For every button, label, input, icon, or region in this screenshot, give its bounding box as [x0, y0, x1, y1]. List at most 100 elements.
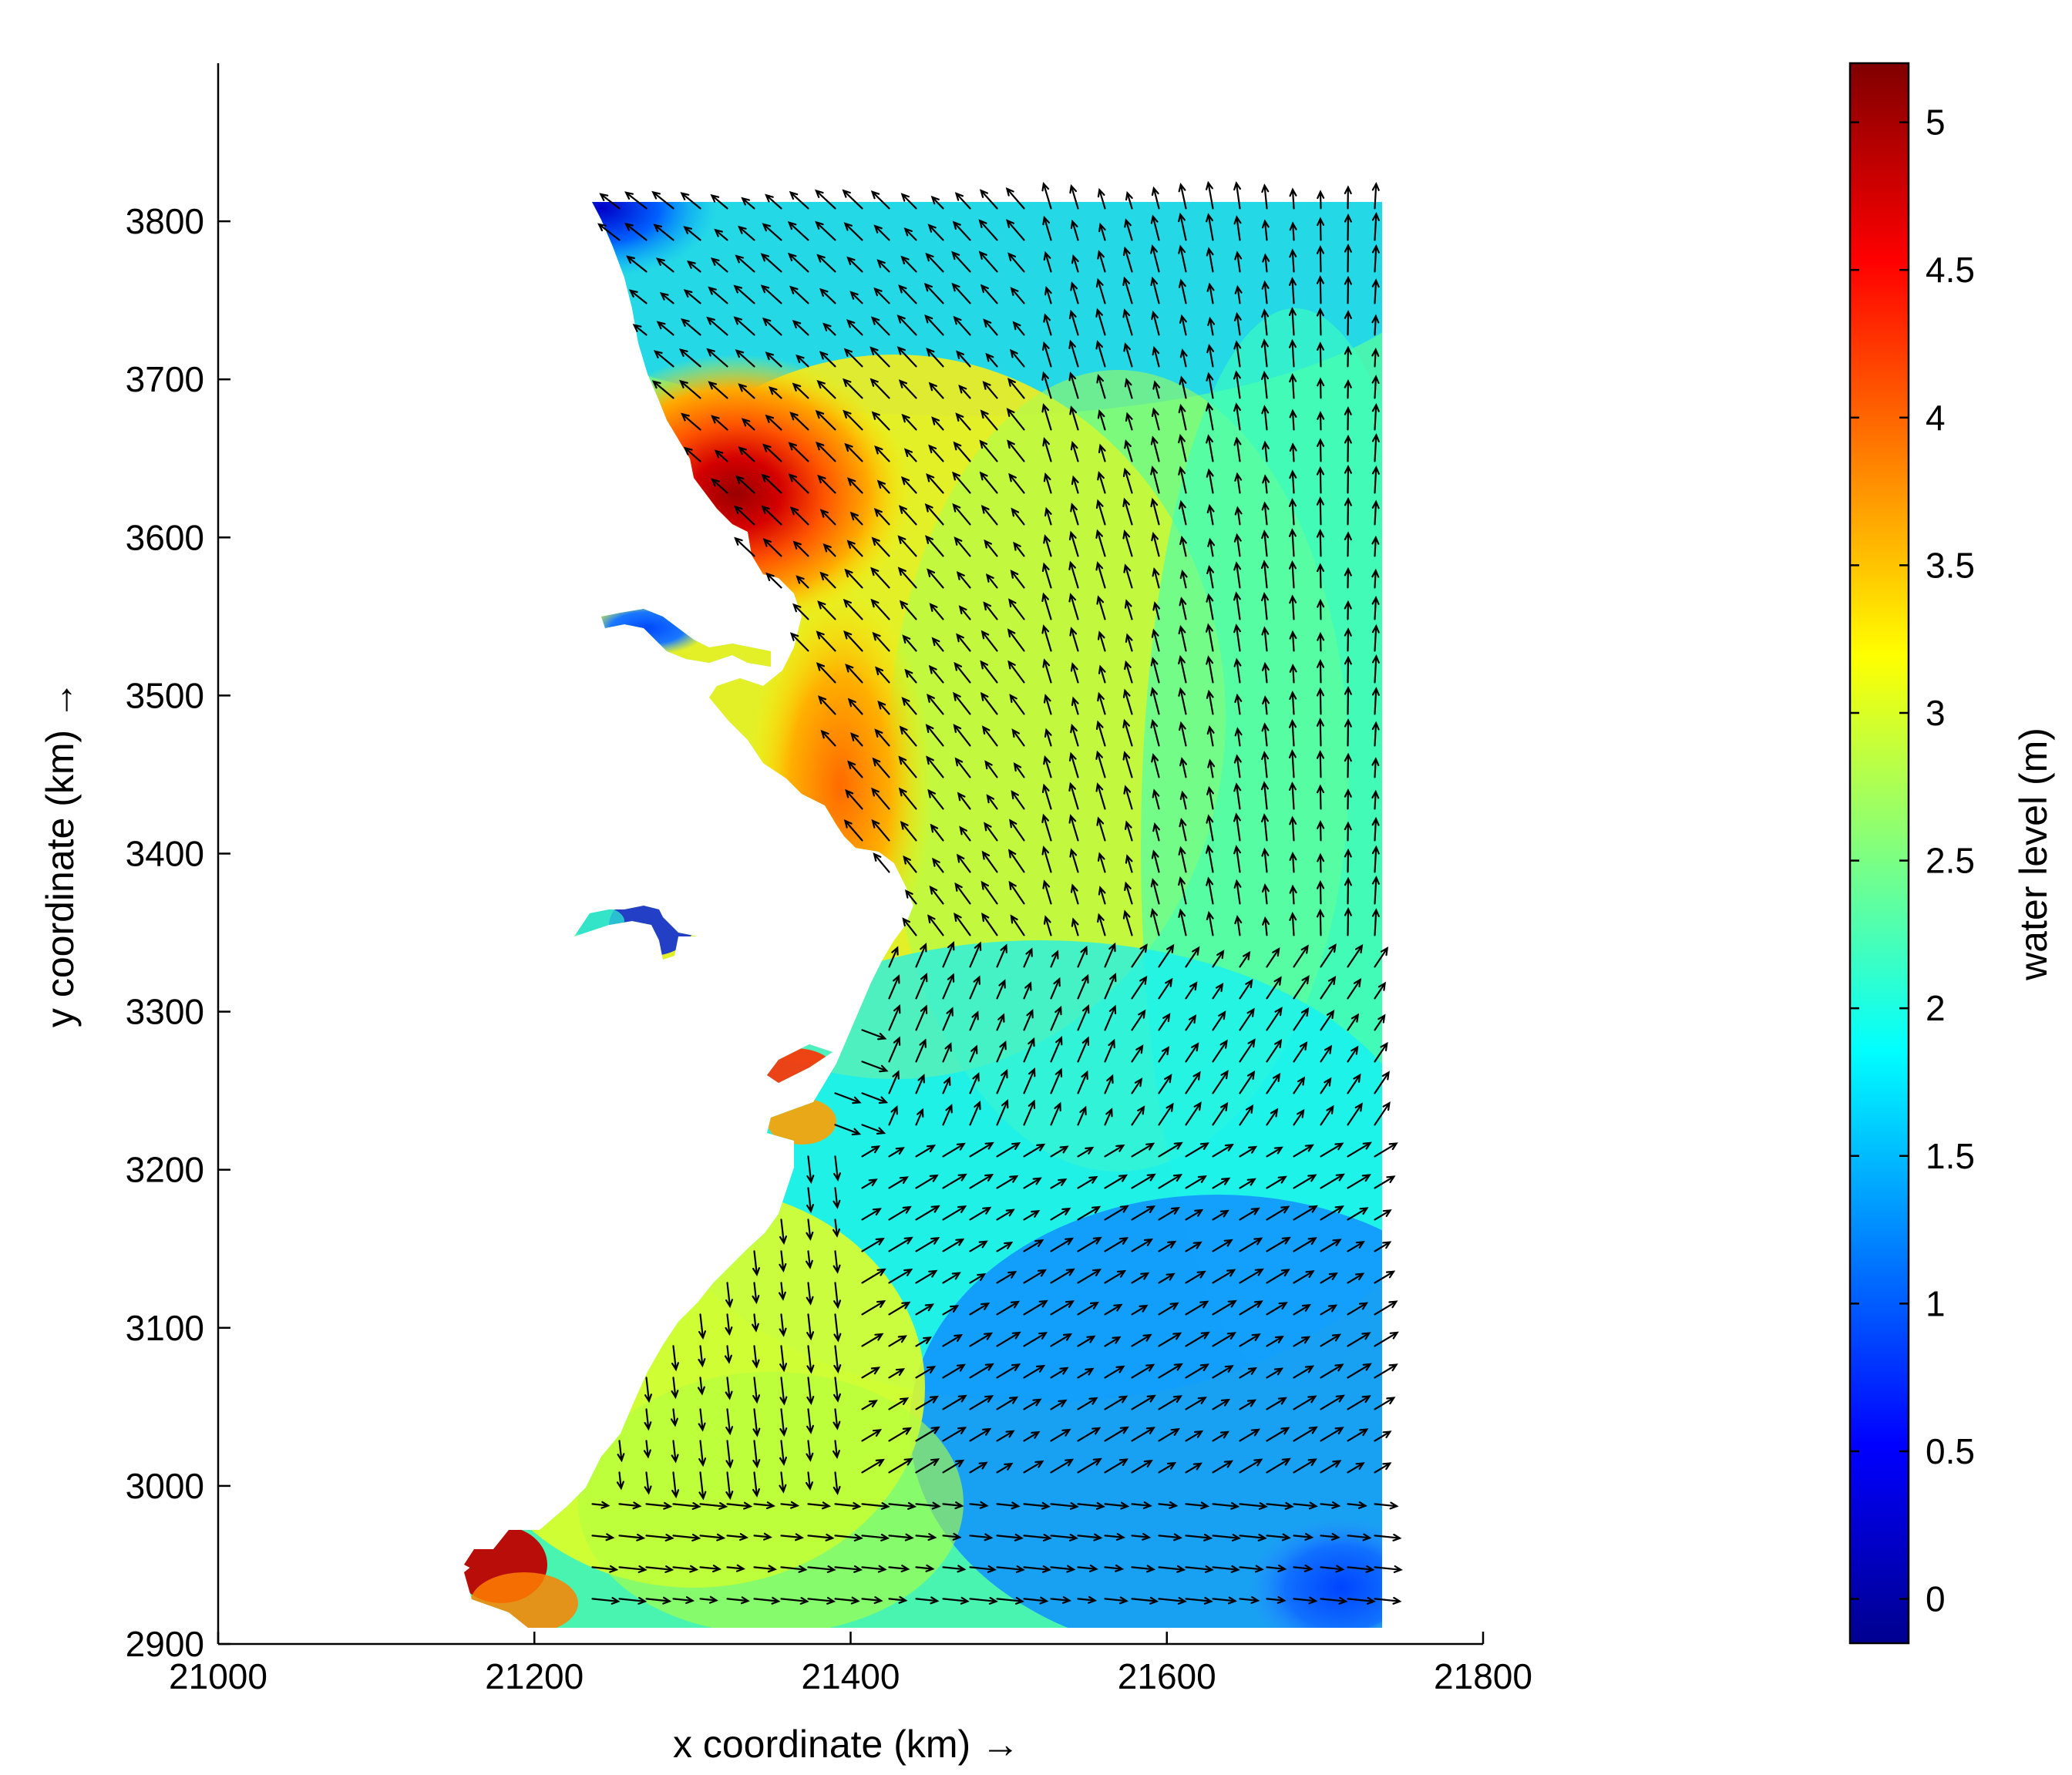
- velocity-arrow: [1125, 412, 1133, 431]
- velocity-arrow: [1293, 1395, 1317, 1410]
- velocity-arrow: [1185, 1241, 1202, 1252]
- velocity-arrow: [1050, 1207, 1071, 1221]
- velocity-arrow: [1131, 1460, 1153, 1474]
- velocity-arrow: [1097, 691, 1106, 715]
- velocity-arrow: [901, 697, 917, 715]
- velocity-arrow: [1151, 531, 1160, 557]
- velocity-arrow: [932, 857, 944, 873]
- velocity-arrow: [1158, 1461, 1177, 1474]
- velocity-arrow: [1261, 219, 1270, 241]
- velocity-arrow: [1266, 1533, 1291, 1541]
- velocity-arrow: [1347, 1207, 1369, 1221]
- velocity-arrow: [725, 1471, 734, 1501]
- velocity-arrow: [983, 318, 998, 336]
- velocity-arrow: [843, 819, 863, 842]
- x-tick-label: 21200: [485, 1656, 584, 1696]
- velocity-arrow: [1151, 628, 1160, 652]
- velocity-arrow: [834, 1124, 862, 1136]
- velocity-arrow: [900, 255, 917, 273]
- velocity-arrow: [753, 1596, 781, 1605]
- velocity-arrow: [843, 378, 863, 399]
- velocity-arrow: [1023, 1067, 1036, 1094]
- velocity-arrow: [1344, 788, 1352, 810]
- velocity-arrow: [1266, 1108, 1279, 1126]
- velocity-arrow: [1070, 281, 1079, 304]
- velocity-arrow: [1371, 595, 1380, 620]
- velocity-arrow: [1185, 1175, 1207, 1189]
- velocity-arrow: [833, 1313, 842, 1343]
- velocity-arrow: [888, 1565, 910, 1573]
- velocity-arrow: [847, 760, 863, 778]
- velocity-arrow: [1013, 762, 1025, 778]
- velocity-arrow: [1266, 1501, 1294, 1510]
- velocity-arrow: [1023, 1008, 1034, 1031]
- velocity-arrow: [861, 1061, 889, 1073]
- velocity-arrow: [915, 972, 928, 1000]
- velocity-arrow: [872, 757, 890, 778]
- velocity-arrow: [979, 189, 998, 210]
- velocity-arrow: [1289, 187, 1297, 210]
- field-south-blue: [910, 1195, 1382, 1628]
- velocity-arrow: [1131, 1142, 1155, 1158]
- velocity-arrow: [1371, 244, 1380, 273]
- velocity-arrow: [1239, 1458, 1263, 1474]
- velocity-arrow: [1125, 820, 1133, 842]
- velocity-arrow: [1131, 1173, 1156, 1189]
- velocity-arrow: [698, 1440, 707, 1467]
- y-tick-label: 3200: [126, 1150, 204, 1190]
- velocity-arrow: [1347, 1141, 1372, 1158]
- velocity-arrow: [708, 381, 728, 399]
- velocity-arrow: [1289, 560, 1297, 589]
- velocity-arrow: [1371, 908, 1380, 936]
- velocity-arrow: [807, 1501, 832, 1510]
- velocity-arrow: [1266, 1397, 1287, 1410]
- velocity-arrow: [1293, 1270, 1315, 1284]
- velocity-arrow: [1317, 341, 1324, 368]
- velocity-arrow: [1266, 976, 1282, 1000]
- velocity-arrow: [680, 192, 701, 210]
- velocity-arrow: [1050, 1178, 1068, 1189]
- velocity-arrow: [1050, 1533, 1078, 1541]
- velocity-arrow: [1009, 819, 1025, 842]
- velocity-arrow: [806, 1282, 814, 1306]
- velocity-arrow: [978, 250, 998, 273]
- velocity-arrow: [1006, 219, 1025, 241]
- velocity-arrow: [1077, 1205, 1102, 1221]
- velocity-arrow: [644, 1471, 652, 1495]
- velocity-arrow: [1097, 409, 1106, 431]
- velocity-arrow: [981, 850, 998, 873]
- velocity-arrow: [1098, 443, 1106, 462]
- velocity-arrow: [1320, 1565, 1345, 1573]
- velocity-arrow: [832, 1471, 841, 1496]
- velocity-arrow: [1374, 1501, 1399, 1510]
- velocity-arrow: [861, 1300, 886, 1316]
- velocity-arrow: [1077, 1533, 1103, 1541]
- velocity-arrow: [845, 788, 863, 810]
- velocity-arrow: [1123, 785, 1133, 810]
- velocity-arrow: [1320, 1501, 1341, 1509]
- y-tick-label: 3700: [126, 359, 204, 399]
- velocity-arrow: [996, 1596, 1024, 1605]
- velocity-arrow: [861, 1367, 881, 1379]
- colorbar-tick-label: 4.5: [1926, 250, 1975, 290]
- velocity-arrow: [956, 853, 971, 873]
- velocity-arrow: [915, 1074, 925, 1094]
- velocity-arrow: [698, 1471, 707, 1501]
- velocity-arrow: [1320, 976, 1337, 1000]
- velocity-arrow: [1185, 1101, 1202, 1126]
- velocity-arrow: [1206, 434, 1214, 462]
- velocity-arrow: [1097, 852, 1106, 873]
- velocity-arrow: [1344, 685, 1352, 715]
- velocity-arrow: [1347, 1395, 1371, 1410]
- velocity-arrow: [1317, 879, 1325, 905]
- velocity-arrow: [1178, 624, 1187, 652]
- velocity-arrow: [1233, 624, 1241, 652]
- velocity-arrow: [787, 252, 809, 273]
- velocity-arrow: [1371, 789, 1380, 810]
- velocity-arrow: [735, 349, 755, 368]
- velocity-arrow: [896, 314, 917, 336]
- velocity-arrow: [953, 691, 971, 715]
- velocity-arrow: [942, 1459, 965, 1474]
- velocity-arrow: [1212, 1070, 1229, 1094]
- velocity-arrow: [752, 1471, 760, 1498]
